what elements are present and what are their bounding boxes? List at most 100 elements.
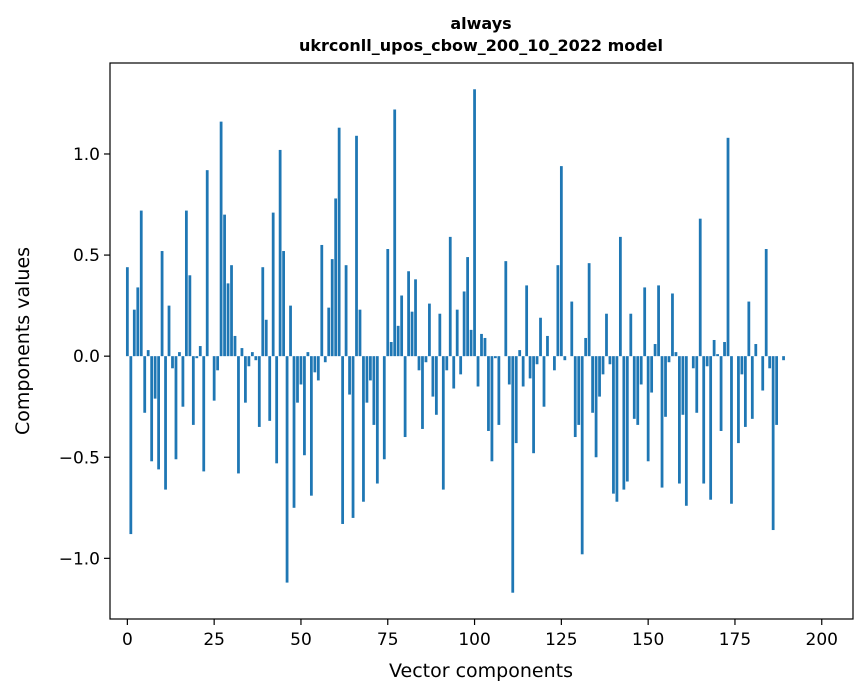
- bar-177: [741, 356, 744, 374]
- bar-158: [675, 352, 678, 356]
- bar-50: [300, 356, 303, 384]
- bar-78: [397, 326, 400, 356]
- bar-20: [195, 356, 198, 358]
- bar-183: [761, 356, 764, 390]
- bar-53: [310, 356, 313, 496]
- bar-136: [598, 356, 601, 396]
- y-tick-label-3: 0.5: [73, 246, 100, 266]
- bar-159: [678, 356, 681, 483]
- bar-28: [223, 215, 226, 357]
- bar-81: [407, 271, 410, 356]
- bar-96: [459, 356, 462, 374]
- bar-124: [556, 265, 559, 356]
- bar-119: [539, 318, 542, 356]
- bar-7: [150, 356, 153, 461]
- bar-148: [640, 356, 643, 384]
- bar-179: [747, 302, 750, 357]
- bar-93: [449, 237, 452, 356]
- bar-38: [258, 356, 261, 427]
- bar-69: [366, 356, 369, 403]
- y-tick-label-0: −1.0: [59, 549, 100, 569]
- bar-115: [525, 285, 528, 356]
- bar-44: [279, 150, 282, 356]
- bar-46: [286, 356, 289, 582]
- bar-139: [609, 356, 612, 364]
- x-tick-label-200: 200: [806, 630, 838, 650]
- bar-54: [313, 356, 316, 372]
- bar-77: [393, 110, 396, 357]
- bar-113: [518, 350, 521, 356]
- bar-36: [251, 352, 254, 356]
- bar-117: [532, 356, 535, 453]
- x-tick-label-175: 175: [719, 630, 751, 650]
- x-tick-label-75: 75: [377, 630, 399, 650]
- bar-172: [723, 342, 726, 356]
- bar-141: [616, 356, 619, 502]
- bar-142: [619, 237, 622, 356]
- bar-11: [164, 356, 167, 489]
- bar-128: [570, 302, 573, 357]
- bar-13: [171, 356, 174, 368]
- bar-110: [508, 356, 511, 384]
- bar-112: [515, 356, 518, 443]
- bar-143: [622, 356, 625, 489]
- bar-8: [154, 356, 157, 398]
- bar-97: [463, 291, 466, 356]
- bar-10: [161, 251, 164, 356]
- bar-23: [206, 170, 209, 356]
- bar-61: [338, 128, 341, 356]
- bar-33: [241, 348, 244, 356]
- bar-18: [188, 275, 191, 356]
- bar-132: [584, 338, 587, 356]
- bar-43: [275, 356, 278, 463]
- bar-79: [400, 296, 403, 357]
- bar-49: [296, 356, 299, 403]
- x-tick-label-100: 100: [458, 630, 490, 650]
- bar-101: [477, 356, 480, 386]
- bar-134: [591, 356, 594, 413]
- bar-32: [237, 356, 240, 473]
- bar-52: [307, 352, 310, 356]
- bar-75: [386, 249, 389, 356]
- bar-125: [560, 166, 563, 356]
- x-axis-label: Vector components: [389, 660, 573, 682]
- bar-147: [636, 356, 639, 425]
- bar-62: [341, 356, 344, 524]
- bar-67: [359, 310, 362, 357]
- bar-22: [202, 356, 205, 471]
- bar-80: [404, 356, 407, 437]
- bar-70: [369, 356, 372, 380]
- bar-126: [563, 356, 566, 360]
- bar-64: [348, 356, 351, 394]
- bar-123: [553, 356, 556, 370]
- bar-129: [574, 356, 577, 437]
- bar-144: [626, 356, 629, 481]
- bar-150: [647, 356, 650, 461]
- bar-37: [254, 356, 257, 360]
- bar-12: [168, 306, 171, 357]
- bar-84: [418, 356, 421, 370]
- bar-100: [473, 89, 476, 356]
- bar-137: [602, 356, 605, 374]
- bar-31: [234, 336, 237, 356]
- bar-39: [261, 267, 264, 356]
- bar-160: [681, 356, 684, 415]
- bar-21: [199, 346, 202, 356]
- bar-85: [421, 356, 424, 429]
- bar-103: [484, 338, 487, 356]
- bar-5: [143, 356, 146, 413]
- bar-94: [452, 356, 455, 388]
- bar-173: [727, 138, 730, 356]
- bar-9: [157, 356, 160, 469]
- bar-140: [612, 356, 615, 493]
- bar-149: [643, 287, 646, 356]
- bar-30: [230, 265, 233, 356]
- bar-60: [334, 198, 337, 356]
- bar-15: [178, 352, 181, 356]
- bar-106: [494, 356, 497, 358]
- bar-116: [529, 356, 532, 378]
- bar-56: [320, 245, 323, 356]
- bar-98: [466, 257, 469, 356]
